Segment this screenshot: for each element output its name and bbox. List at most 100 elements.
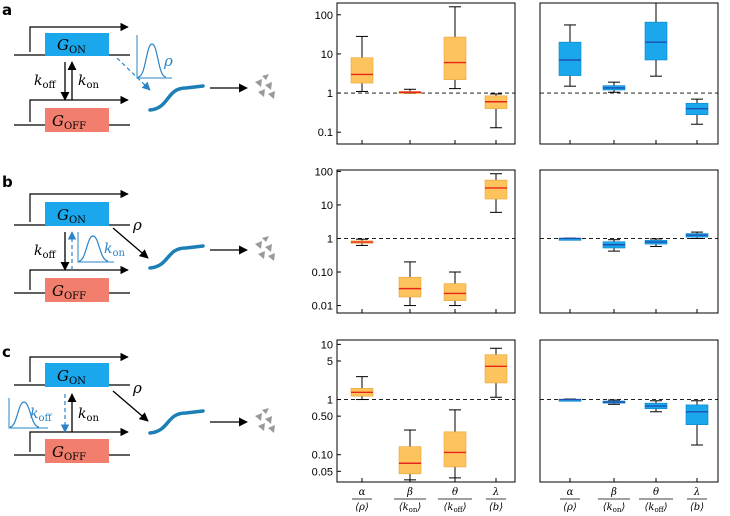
svg-text:β: β <box>610 487 617 498</box>
box-1 <box>558 24 582 87</box>
rho-label: ρ <box>163 52 173 70</box>
plot-c-right <box>539 339 719 483</box>
iqr-box <box>443 36 467 80</box>
k-off-label: koff <box>34 73 57 91</box>
y-tick-label: 1 <box>327 233 333 245</box>
box-3 <box>644 238 668 247</box>
distribution-icon <box>8 398 48 429</box>
y-tick-label: 100 <box>315 10 333 22</box>
panel-a-schematic: a GON GOFF koff kon ρ <box>2 1 275 132</box>
gene-off-label: GOFF <box>52 443 86 463</box>
iqr-box <box>398 276 422 298</box>
box-4 <box>484 347 508 398</box>
y-tick-label: 10 <box>321 200 333 212</box>
x-label-theta: θ ⟨koff⟩ <box>438 487 472 514</box>
svg-text:⟨kon⟩: ⟨kon⟩ <box>399 502 422 514</box>
svg-text:⟨ρ⟩: ⟨ρ⟩ <box>355 502 369 513</box>
svg-text:⟨koff⟩: ⟨koff⟩ <box>644 502 667 514</box>
k-on-label: kon <box>104 241 126 259</box>
plot-b-left: 100 10 1 0.10 0.01 <box>312 166 516 314</box>
y-tick-label: 0.01 <box>312 301 333 313</box>
gene-on-box <box>45 33 109 56</box>
iqr-box <box>558 41 582 76</box>
box-1 <box>350 238 374 246</box>
noisy-production-arrow <box>116 57 151 91</box>
y-tick-label: 5 <box>327 356 333 368</box>
gene-off-box <box>45 439 109 463</box>
plot-a-right <box>539 2 719 145</box>
gene-on-box <box>45 202 109 226</box>
gene-on-label: GON <box>57 367 86 387</box>
panel-letter: b <box>2 173 13 191</box>
x-labels-right: α ⟨ρ⟩ β ⟨kon⟩ θ ⟨koff⟩ λ ⟨b⟩ <box>560 487 707 514</box>
panel-letter: c <box>2 343 11 361</box>
svg-text:⟨koff⟩: ⟨koff⟩ <box>443 502 466 514</box>
box-3 <box>443 6 467 90</box>
iqr-box <box>484 354 508 384</box>
y-tick-label: 1 <box>327 88 333 100</box>
promoter-arrow-off <box>29 265 129 290</box>
mrna-icon <box>148 84 205 112</box>
box-3 <box>644 400 668 413</box>
iqr-box <box>484 179 508 200</box>
gene-off-box <box>45 108 109 132</box>
svg-text:α: α <box>567 487 574 498</box>
y-tick-label: 100 <box>315 166 333 178</box>
x-label-theta: θ ⟨koff⟩ <box>639 487 673 514</box>
x-labels-left: α ⟨ρ⟩ β ⟨kon⟩ θ ⟨koff⟩ λ ⟨b⟩ <box>352 487 506 514</box>
gene-off-label: GOFF <box>52 282 86 302</box>
plot-a-left: 100 10 1 0.1 <box>315 2 516 145</box>
box-1 <box>350 35 374 92</box>
box-2 <box>602 81 626 93</box>
box-3 <box>443 409 467 479</box>
y-tick-label: 0.50 <box>312 411 333 423</box>
box-2 <box>602 239 626 252</box>
iqr-box <box>443 283 467 301</box>
k-off-label: koff <box>30 406 53 424</box>
promoter-arrow-on <box>29 189 129 222</box>
gene-on-label: GON <box>57 206 86 226</box>
panel-letter: a <box>2 1 12 19</box>
box-2 <box>398 88 422 94</box>
gene-off-box <box>45 278 109 302</box>
box-1 <box>350 376 374 401</box>
k-off-label: koff <box>34 243 57 261</box>
promoter-arrow-off <box>29 95 129 122</box>
protein-icon <box>255 74 275 99</box>
mrna-icon <box>148 409 205 435</box>
production-arrow <box>112 227 149 259</box>
box-4 <box>685 231 709 239</box>
mrna-icon <box>148 244 205 270</box>
box-4 <box>685 400 709 446</box>
distribution-icon <box>136 35 172 79</box>
box-2 <box>398 429 422 481</box>
box-4 <box>484 173 508 213</box>
plot-b-right <box>539 169 719 314</box>
y-tick-label: 10 <box>321 49 333 61</box>
x-label-alpha: α ⟨ρ⟩ <box>352 487 372 513</box>
svg-text:β: β <box>406 487 413 498</box>
y-tick-label: 0.1 <box>318 127 333 139</box>
rho-label: ρ <box>132 216 142 234</box>
protein-icon <box>255 408 275 433</box>
x-label-beta: β ⟨kon⟩ <box>598 487 630 514</box>
panel-b-schematic: b GON GOFF koff kon ρ <box>2 173 275 302</box>
promoter-arrow-on <box>29 22 129 52</box>
iqr-box <box>443 431 467 468</box>
promoter-arrow-off <box>29 427 129 452</box>
svg-text:⟨b⟩: ⟨b⟩ <box>690 502 704 513</box>
svg-text:θ: θ <box>653 487 659 498</box>
production-arrow <box>112 390 149 422</box>
svg-text:⟨b⟩: ⟨b⟩ <box>489 502 503 513</box>
x-label-alpha: α ⟨ρ⟩ <box>560 487 580 513</box>
box-2 <box>602 399 626 405</box>
x-label-lambda: λ ⟨b⟩ <box>486 487 506 513</box>
rho-label: ρ <box>132 379 142 397</box>
x-label-lambda: λ ⟨b⟩ <box>687 487 707 513</box>
protein-icon <box>255 236 275 261</box>
gene-on-label: GON <box>57 36 86 56</box>
box-1 <box>558 237 582 241</box>
y-tick-label: 0.10 <box>312 450 333 462</box>
svg-text:θ: θ <box>452 487 458 498</box>
